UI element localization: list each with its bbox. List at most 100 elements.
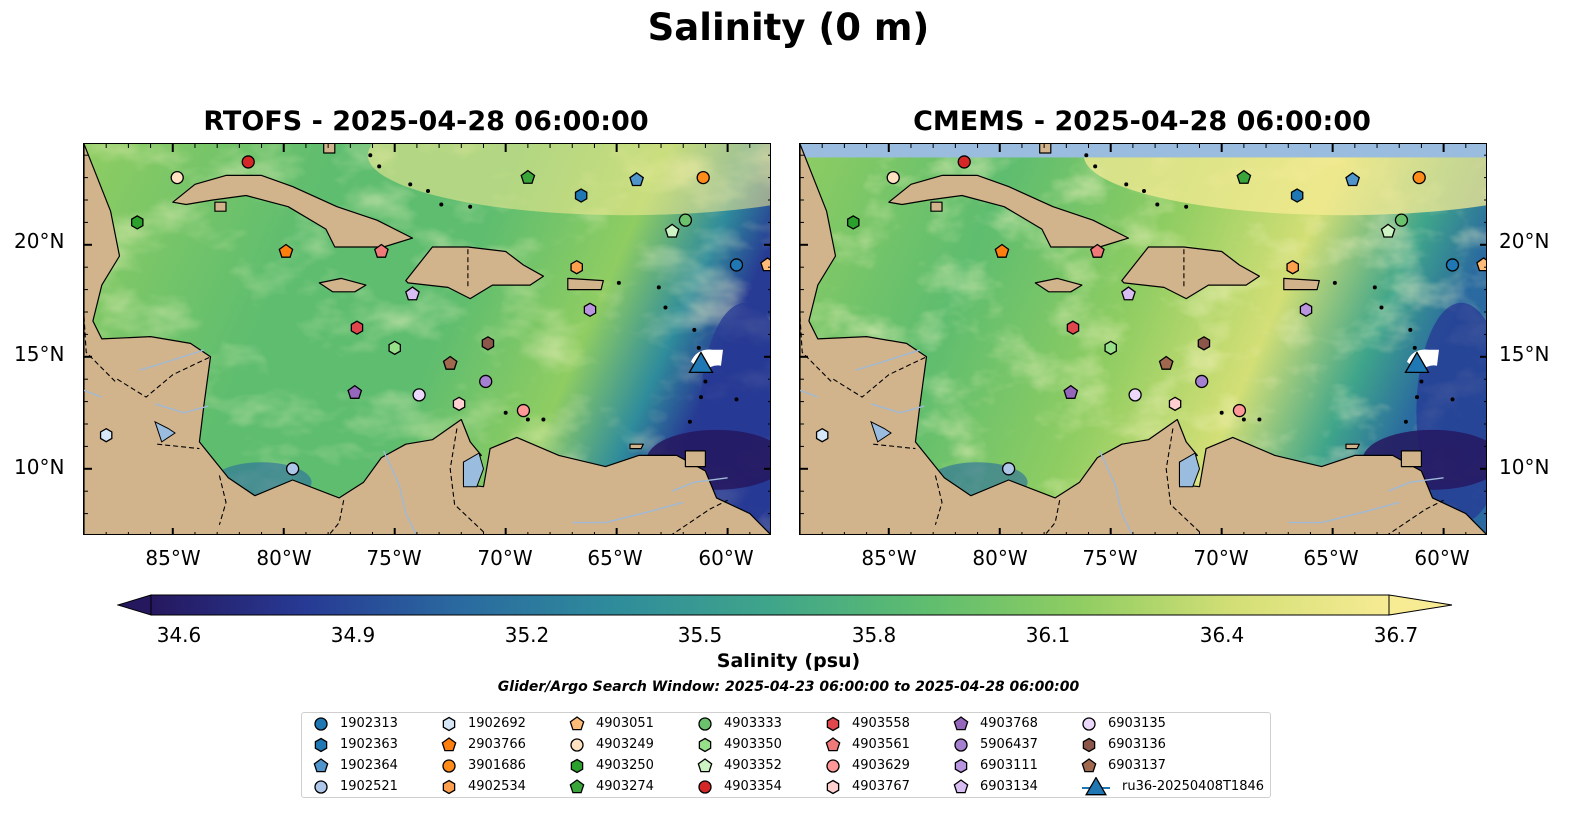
legend-label: 4903051 <box>596 716 654 731</box>
float-1902692 <box>815 427 829 443</box>
landmass <box>1283 277 1320 291</box>
legend-pentagon-icon <box>953 715 969 730</box>
landmass <box>1034 277 1083 293</box>
lat-label-10n-right: 10°N <box>1499 455 1550 479</box>
float-4903352 <box>1380 223 1396 238</box>
colorbar-gradient <box>150 594 1390 616</box>
legend-marker-pentagon <box>1081 757 1097 772</box>
float-1902313 <box>1445 258 1460 272</box>
float-4902534 <box>570 259 583 275</box>
float-6903111 <box>1299 302 1313 318</box>
country-border <box>1045 500 1061 534</box>
legend-item-1902364: 1902364 <box>312 755 398 776</box>
island <box>503 410 508 415</box>
landmass <box>800 144 1486 534</box>
landmass <box>1345 443 1360 450</box>
country-border <box>218 475 227 525</box>
country-border <box>1165 428 1203 534</box>
float-1902692 <box>99 427 113 443</box>
landmass <box>629 443 644 450</box>
legend-marker-circle <box>314 716 328 731</box>
rtofs-salinity-map <box>83 143 771 535</box>
lon-label-60w-right: 60°W <box>1414 546 1470 570</box>
country-border <box>117 356 211 398</box>
float-6903134 <box>405 286 420 301</box>
island <box>663 305 668 310</box>
legend-label: 6903135 <box>1108 716 1166 731</box>
float-4903354 <box>957 155 971 169</box>
legend-label: 4903629 <box>852 758 910 773</box>
legend-label: 5906437 <box>980 737 1038 752</box>
legend-item-4903768: 4903768 <box>952 713 1038 734</box>
rtofs-panel-title: RTOFS - 2025-04-28 06:00:00 <box>203 106 649 137</box>
legend-marker-triangle <box>1082 776 1110 795</box>
float-4902534 <box>1286 259 1299 275</box>
float-6903136 <box>1197 336 1211 351</box>
island <box>426 189 430 194</box>
legend-item-1902313: 1902313 <box>312 713 398 734</box>
legend-pentagon-icon <box>1081 757 1097 772</box>
lat-label-20n-left: 20°N <box>14 229 65 253</box>
river <box>382 450 417 534</box>
river <box>870 403 925 414</box>
float-4903558 <box>1066 320 1080 335</box>
landmass <box>567 277 604 291</box>
float-4903561 <box>373 243 389 258</box>
legend-item-4903629: 4903629 <box>824 755 910 776</box>
legend-pentagon-icon <box>953 778 969 793</box>
legend-marker-pentagon <box>441 736 457 751</box>
legend-glider-icon <box>1085 776 1107 795</box>
legend-item-4903558: 4903558 <box>824 713 910 734</box>
landmass <box>1121 246 1260 300</box>
legend-hexagon-icon <box>954 758 968 773</box>
river <box>1288 501 1400 524</box>
legend-item-ru36-20250408T1846: ru36-20250408T1846 <box>1080 776 1264 797</box>
legend-item-6903135: 6903135 <box>1080 713 1166 734</box>
lat-label-15n-right: 15°N <box>1499 342 1550 366</box>
float-4903350 <box>388 340 401 356</box>
legend-item-6903111: 6903111 <box>952 755 1038 776</box>
legend-label: 6903134 <box>980 779 1038 794</box>
legend-label: 1902521 <box>340 779 398 794</box>
float-1902363 <box>1290 188 1304 203</box>
legend-pentagon-icon <box>569 715 585 730</box>
country-border <box>800 316 832 382</box>
legend-hexagon-icon <box>826 716 840 731</box>
legend-marker-circle <box>442 758 456 773</box>
lon-label-75w-left: 75°W <box>366 546 422 570</box>
float-5906437 <box>479 374 493 389</box>
legend-label: 1902692 <box>468 716 526 731</box>
legend-item-4903767: 4903767 <box>824 776 910 797</box>
landmass <box>1039 144 1052 154</box>
legend-label: ru36-20250408T1846 <box>1122 779 1265 794</box>
landmass <box>84 144 770 534</box>
river <box>855 349 921 371</box>
float-6903134 <box>1121 286 1136 301</box>
legend-item-1902363: 1902363 <box>312 734 398 755</box>
legend-item-4903333: 4903333 <box>696 713 782 734</box>
float-4903350 <box>1104 340 1117 356</box>
colorbar-extend-low <box>116 594 152 616</box>
island <box>439 202 444 207</box>
legend-marker-hexagon <box>442 716 456 731</box>
island <box>1155 202 1160 207</box>
island <box>1124 182 1129 187</box>
colorbar-ticks: 34.6 34.9 35.2 35.5 35.8 36.1 36.4 36.7 <box>0 623 1577 649</box>
legend-item-4903249: 4903249 <box>568 734 654 755</box>
legend-marker-hexagon <box>698 737 712 752</box>
float-6903111 <box>583 302 597 318</box>
legend-item-1902692: 1902692 <box>440 713 526 734</box>
island <box>525 417 530 422</box>
landmass <box>405 246 544 300</box>
legend-marker-pentagon <box>953 778 969 793</box>
search-window-caption: Glider/Argo Search Window: 2025-04-23 06… <box>497 679 1080 695</box>
float-4903629 <box>1232 403 1247 418</box>
legend-label: 2903766 <box>468 737 526 752</box>
island <box>1403 419 1408 424</box>
legend-hexagon-icon <box>1082 737 1096 752</box>
legend-pentagon-icon <box>825 736 841 751</box>
island <box>698 395 703 400</box>
colorbar-extend-high <box>1388 594 1453 616</box>
float-4903333 <box>1394 213 1409 227</box>
island <box>1241 417 1246 422</box>
